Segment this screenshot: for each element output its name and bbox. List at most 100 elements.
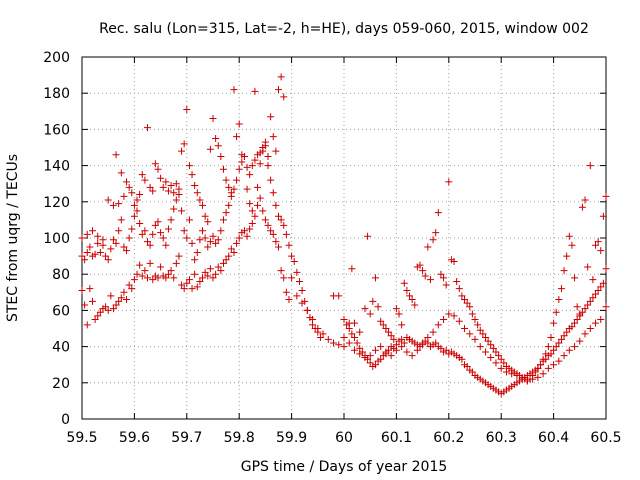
- data-point: [159, 234, 167, 242]
- y-tick-label: 60: [52, 303, 70, 319]
- data-point: [214, 263, 222, 271]
- data-point: [235, 120, 243, 128]
- data-point: [442, 281, 450, 289]
- data-point: [204, 218, 212, 226]
- data-point: [408, 296, 416, 304]
- data-point: [112, 301, 120, 309]
- data-point: [508, 370, 516, 378]
- data-point: [225, 183, 233, 191]
- data-point: [369, 297, 377, 305]
- data-point: [117, 216, 125, 224]
- data-point: [434, 321, 442, 329]
- data-point: [185, 276, 193, 284]
- data-point: [130, 276, 138, 284]
- data-point: [565, 232, 573, 240]
- data-point: [563, 252, 571, 260]
- data-point: [178, 147, 186, 155]
- data-point: [248, 220, 256, 228]
- data-point: [144, 274, 151, 282]
- data-point: [406, 292, 413, 300]
- data-point: [571, 274, 579, 282]
- data-point: [560, 267, 568, 275]
- data-point: [345, 339, 353, 347]
- data-point: [115, 227, 123, 235]
- data-point: [440, 315, 448, 323]
- data-point: [267, 113, 275, 121]
- data-point: [366, 352, 374, 360]
- data-point: [437, 270, 445, 278]
- data-point: [275, 243, 282, 251]
- data-point: [254, 201, 262, 209]
- data-point: [594, 286, 602, 294]
- data-point: [324, 335, 332, 343]
- data-point: [267, 227, 275, 235]
- data-point: [584, 301, 592, 309]
- data-point: [175, 252, 183, 260]
- data-point: [240, 227, 248, 235]
- data-point: [136, 191, 144, 199]
- data-point: [178, 281, 186, 289]
- data-point: [102, 303, 110, 311]
- data-point: [348, 265, 356, 273]
- data-point: [269, 133, 277, 141]
- data-point: [251, 212, 259, 220]
- data-point: [361, 305, 369, 313]
- data-point: [78, 234, 86, 242]
- data-point: [584, 263, 592, 271]
- data-point: [141, 267, 149, 275]
- data-point: [144, 238, 151, 246]
- data-point: [188, 171, 196, 179]
- data-point: [442, 346, 450, 354]
- data-point: [398, 321, 406, 329]
- data-point: [280, 274, 288, 282]
- data-point: [497, 364, 505, 372]
- data-point: [246, 225, 254, 233]
- data-point: [267, 176, 275, 184]
- data-point: [227, 189, 235, 197]
- data-point: [523, 377, 531, 385]
- data-point: [162, 241, 170, 249]
- data-point: [209, 232, 217, 240]
- data-point: [419, 267, 427, 275]
- data-point: [212, 239, 220, 247]
- data-point: [408, 352, 416, 360]
- data-point: [204, 272, 212, 280]
- data-point: [86, 243, 94, 251]
- y-tick-label: 140: [43, 159, 70, 175]
- data-point: [78, 252, 86, 260]
- data-point: [199, 227, 207, 235]
- data-point: [141, 227, 149, 235]
- data-point: [227, 245, 235, 253]
- data-point: [201, 268, 209, 276]
- data-point: [450, 258, 458, 266]
- data-point: [259, 207, 267, 215]
- data-point: [277, 267, 285, 275]
- axis-ticks: [81, 56, 607, 420]
- data-point: [167, 216, 175, 224]
- data-point: [193, 189, 201, 197]
- data-point: [416, 261, 424, 269]
- data-point: [592, 290, 600, 298]
- data-point: [476, 343, 484, 351]
- data-point: [246, 200, 254, 208]
- data-point: [573, 315, 581, 323]
- data-point: [133, 270, 141, 278]
- data-point: [136, 261, 144, 269]
- data-point: [230, 185, 238, 193]
- data-point: [149, 230, 157, 238]
- data-point: [219, 259, 227, 267]
- data-point: [104, 256, 112, 264]
- x-tick-label: 60.4: [538, 430, 569, 446]
- data-point: [293, 292, 301, 300]
- data-point: [254, 183, 262, 191]
- data-point: [172, 259, 180, 267]
- data-point: [492, 359, 500, 367]
- data-point: [455, 285, 463, 293]
- data-point: [272, 147, 280, 155]
- data-point: [117, 294, 125, 302]
- data-point: [209, 115, 217, 123]
- data-point: [309, 315, 317, 323]
- data-point: [196, 277, 204, 285]
- data-point: [157, 263, 165, 271]
- data-point: [115, 200, 123, 208]
